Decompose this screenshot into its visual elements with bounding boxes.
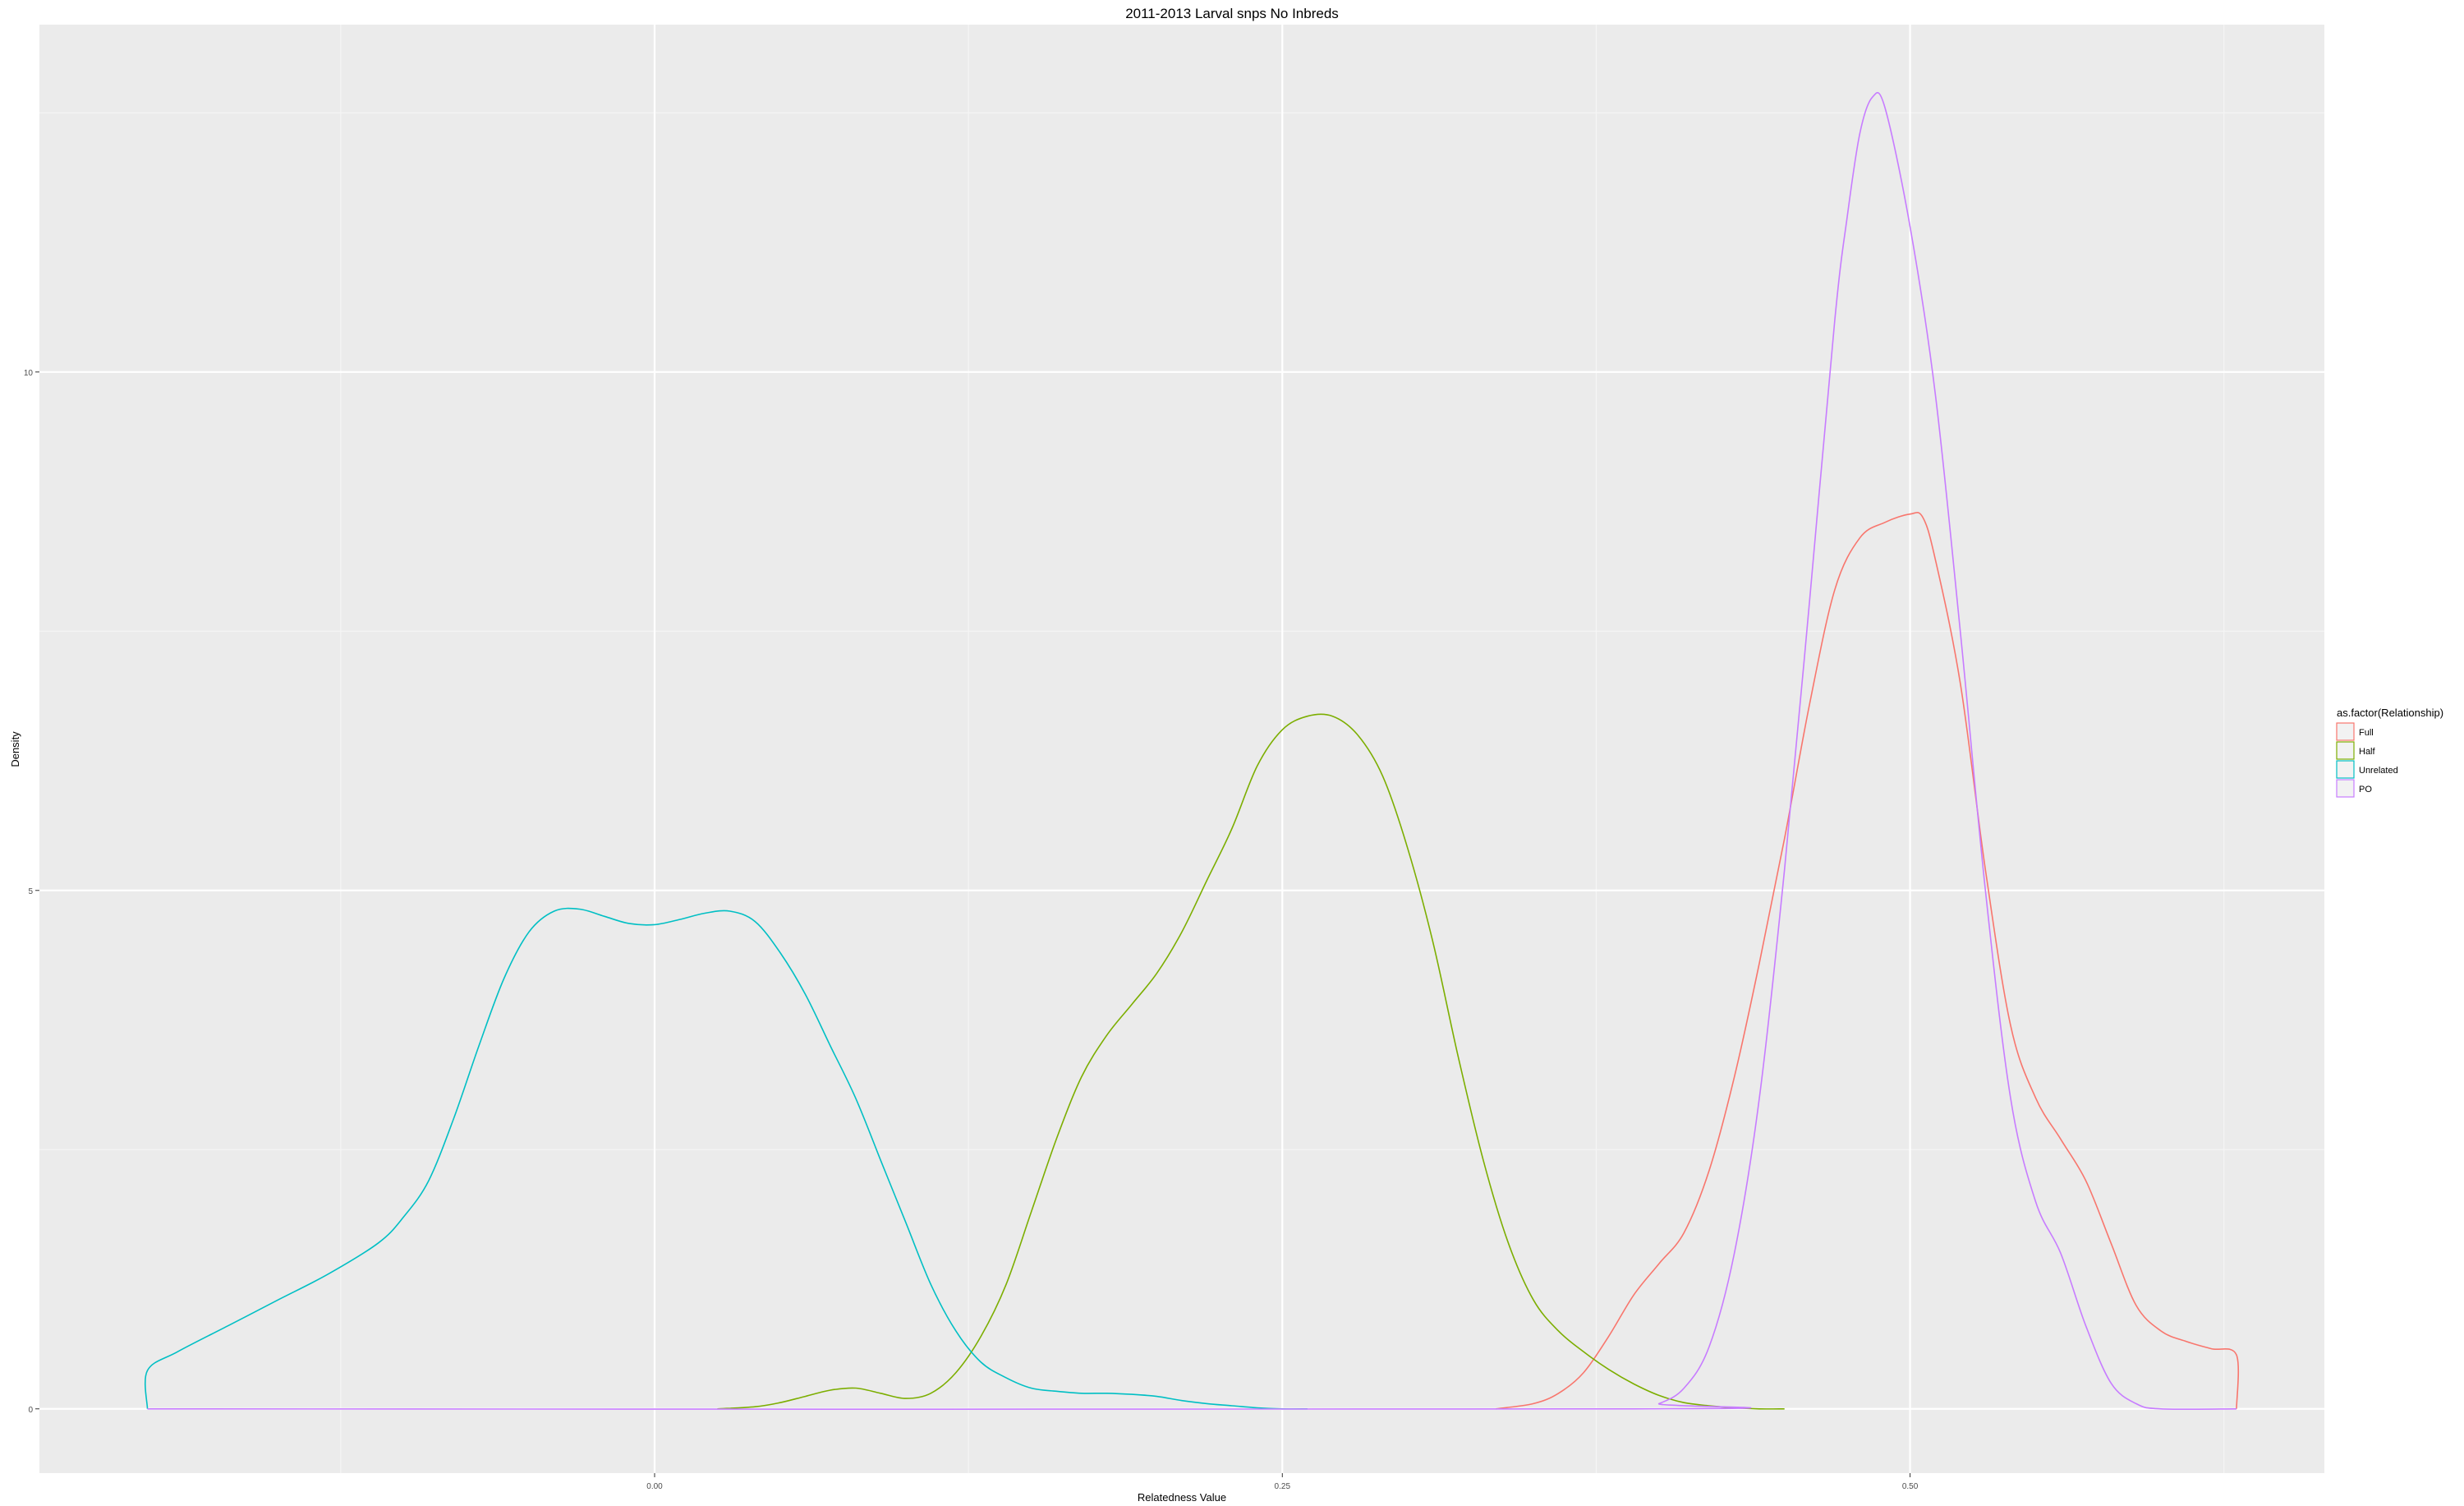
y-tick-label: 5 — [28, 887, 33, 896]
legend-label-half: Half — [2359, 747, 2376, 757]
legend-label-unrelated: Unrelated — [2359, 766, 2398, 776]
legend-key-half — [2336, 741, 2355, 760]
legend-title: as.factor(Relationship) — [2337, 707, 2443, 719]
chart-title: 2011-2013 Larval snps No Inbreds — [1125, 6, 1339, 21]
y-tick-label: 0 — [28, 1406, 33, 1415]
series-layer — [144, 92, 2240, 1411]
minor-gridlines — [39, 25, 2324, 1473]
x-tick-label: 0.25 — [1275, 1482, 1291, 1491]
legend-key-full — [2336, 722, 2355, 741]
series-unrelated-line — [144, 907, 1308, 1410]
legend-label-po: PO — [2359, 785, 2372, 794]
legend-keys: Full Half Unrelated PO — [2336, 722, 2398, 798]
series-full-line — [1495, 511, 2240, 1410]
y-axis-ticks: 0 5 10 — [24, 369, 39, 1415]
legend-key-unrelated — [2336, 760, 2355, 779]
legend: as.factor(Relationship) Full Half Unrelate… — [2336, 707, 2443, 798]
x-axis-title: Relatedness Value — [1138, 1491, 1226, 1504]
series-po-line — [147, 92, 2237, 1411]
series-half-line — [717, 713, 1785, 1410]
x-tick-label: 0.00 — [646, 1482, 663, 1491]
x-axis-ticks: 0.00 0.25 0.50 — [646, 1473, 1919, 1491]
y-tick-label: 10 — [24, 369, 34, 378]
legend-key-po — [2336, 779, 2355, 798]
legend-label-full: Full — [2359, 728, 2374, 738]
plot-panel — [39, 25, 2324, 1473]
x-tick-label: 0.50 — [1902, 1482, 1919, 1491]
y-axis-title: Density — [9, 731, 21, 767]
